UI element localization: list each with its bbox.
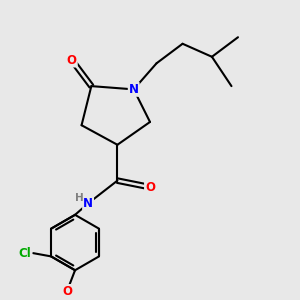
- Text: Cl: Cl: [19, 247, 32, 260]
- Text: O: O: [62, 285, 72, 298]
- Text: O: O: [145, 181, 155, 194]
- Text: O: O: [67, 53, 77, 67]
- Text: H: H: [75, 193, 83, 202]
- Text: N: N: [83, 197, 93, 210]
- Text: N: N: [129, 83, 139, 96]
